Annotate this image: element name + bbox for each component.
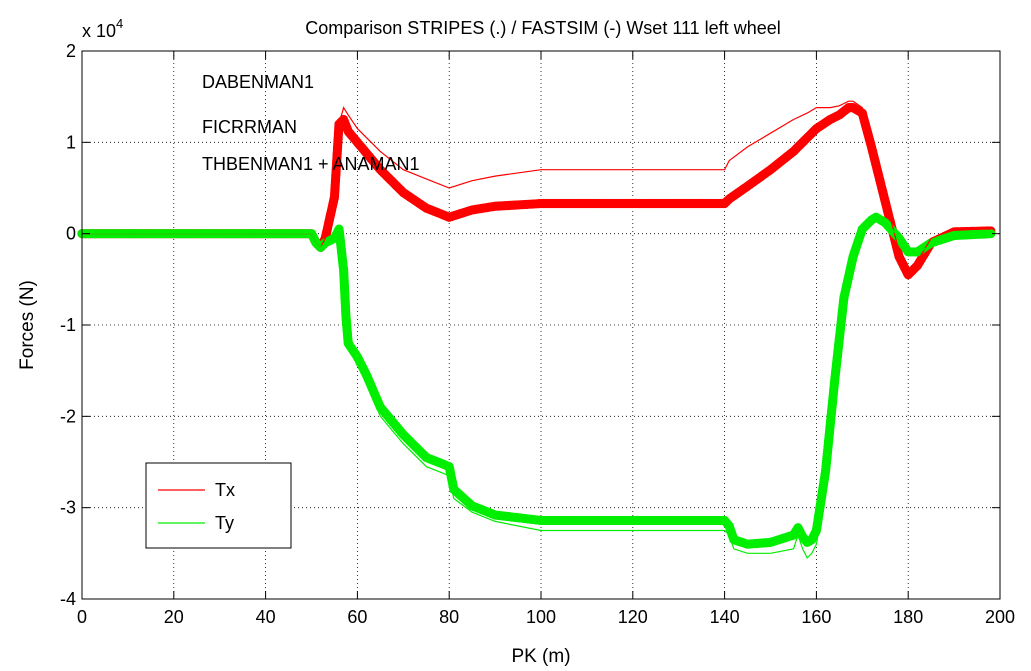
- series-line-ty: [82, 216, 991, 559]
- y-tick-label: -3: [60, 498, 76, 518]
- y-exponent-label: x 104: [82, 16, 123, 41]
- annotation-dabenman1: DABENMAN1: [202, 72, 314, 92]
- axis-ticks: [81, 50, 1001, 600]
- series-line-tx: [82, 100, 991, 277]
- legend-label-tx: Tx: [215, 480, 235, 500]
- y-tick-label: 0: [66, 224, 76, 244]
- x-tick-label: 0: [77, 607, 87, 627]
- legend-label-ty: Ty: [215, 513, 234, 533]
- y-tick-label: 2: [66, 41, 76, 61]
- x-tick-label: 120: [618, 607, 648, 627]
- x-tick-labels: 0 20 40 60 80 100 120 140 160 180 200: [77, 607, 1015, 627]
- x-tick-label: 200: [985, 607, 1015, 627]
- y-tick-label: -1: [60, 315, 76, 335]
- data-point: [986, 229, 996, 239]
- chart-title: Comparison STRIPES (.) / FASTSIM (-) Wse…: [305, 18, 780, 38]
- x-tick-label: 180: [893, 607, 923, 627]
- y-tick-labels: -4 -3 -2 -1 0 1 2: [60, 41, 76, 609]
- x-tick-label: 20: [164, 607, 184, 627]
- y-tick-label: 1: [66, 132, 76, 152]
- x-tick-label: 160: [801, 607, 831, 627]
- x-tick-label: 100: [526, 607, 556, 627]
- x-tick-label: 80: [439, 607, 459, 627]
- y-axis-title: Forces (N): [17, 280, 38, 370]
- x-axis-title: PK (m): [511, 646, 570, 667]
- series-layer: [77, 100, 996, 559]
- legend: Tx Ty: [145, 462, 292, 549]
- annotation-ficrrman: FICRRMAN: [202, 117, 297, 137]
- annotation-thbenman1-anaman1: THBENMAN1 + ANAMAN1: [202, 154, 420, 174]
- x-tick-label: 60: [347, 607, 367, 627]
- x-tick-label: 140: [710, 607, 740, 627]
- y-tick-label: -2: [60, 406, 76, 426]
- x-tick-label: 40: [256, 607, 276, 627]
- legend-box: [145, 462, 292, 549]
- y-tick-label: -4: [60, 589, 76, 609]
